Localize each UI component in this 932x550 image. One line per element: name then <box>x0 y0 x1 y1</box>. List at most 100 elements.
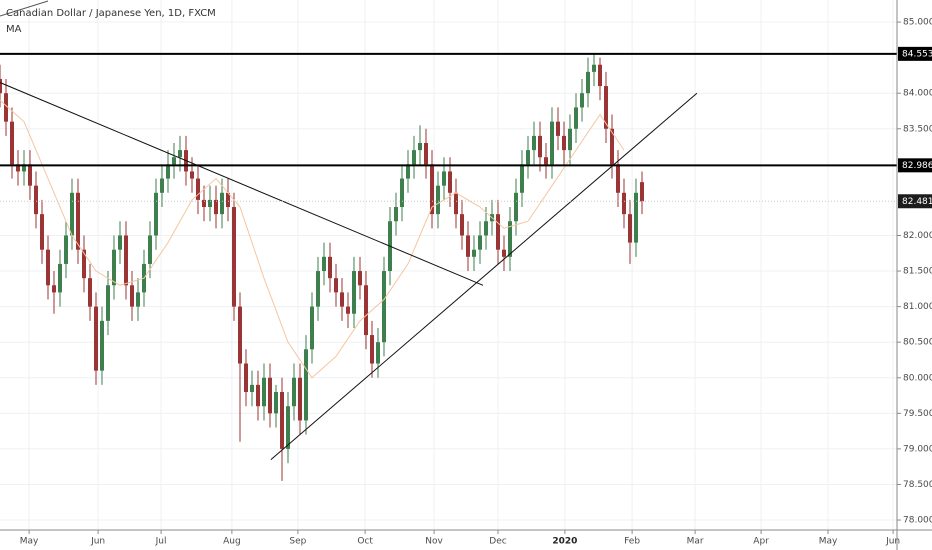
candle-body <box>190 171 194 179</box>
candle-body <box>520 164 524 193</box>
y-tick-label: 80.000 <box>903 373 932 383</box>
x-tick-label: 2020 <box>552 537 577 547</box>
candle-body <box>484 221 488 236</box>
candle-body <box>28 164 32 186</box>
price-scale: 85.000 84.000 83.500 82.000 81.500 81.000 80.5… <box>20 18 932 547</box>
y-tick-label: 84.000 <box>903 89 932 99</box>
candle-body <box>304 349 308 421</box>
candle-body <box>574 107 578 129</box>
candle-body <box>424 142 428 165</box>
candle-body <box>634 192 638 243</box>
x-tick-label: Aug <box>223 537 241 547</box>
candle-body <box>322 256 326 272</box>
candle-body <box>442 171 446 186</box>
candle-body <box>124 235 128 286</box>
candle-body <box>568 128 572 151</box>
candle-body <box>82 249 86 279</box>
candle-body <box>310 306 314 350</box>
candle-body <box>400 178 404 208</box>
candle-body <box>0 78 2 94</box>
candle-body <box>628 214 632 243</box>
candle-body <box>256 384 260 407</box>
candle-body <box>382 271 386 343</box>
candle-body <box>508 221 512 257</box>
candle-body <box>436 185 440 215</box>
candle-body <box>538 135 542 158</box>
x-tick-label: Dec <box>489 537 506 547</box>
candle-body <box>64 235 68 264</box>
candle-body <box>178 150 182 158</box>
candle-body <box>370 335 374 364</box>
level-badge <box>898 158 932 173</box>
candle-body <box>160 178 164 193</box>
candle-body <box>226 192 230 208</box>
candle-body <box>496 214 500 250</box>
candle-body <box>94 306 98 371</box>
candle-body <box>16 164 20 172</box>
y-tick-label: 78.500 <box>903 480 932 490</box>
candle-body <box>238 306 242 364</box>
candle-body <box>250 384 254 392</box>
candle-body <box>106 285 110 321</box>
candle-body <box>10 121 14 165</box>
candle-body <box>454 192 458 215</box>
x-tick-label: Nov <box>425 537 443 547</box>
y-tick-label: 85.000 <box>903 18 932 28</box>
candle-body <box>526 150 530 165</box>
candle-body <box>478 235 482 250</box>
candle-body <box>232 207 236 307</box>
candle-body <box>532 135 536 151</box>
candle-body <box>4 93 8 122</box>
candle-body <box>88 278 92 307</box>
candle-body <box>100 320 104 371</box>
candle-body <box>52 285 56 293</box>
moving-average <box>0 99 625 379</box>
candle-body <box>166 164 170 179</box>
candle-body <box>598 64 602 87</box>
candle-body <box>544 157 548 165</box>
candle-body <box>118 235 122 250</box>
x-tick-label: Mar <box>687 537 704 547</box>
candle-body <box>316 271 320 307</box>
candle-body <box>334 278 338 293</box>
candle-body <box>358 271 362 286</box>
candle-body <box>340 292 344 307</box>
candle-body <box>460 214 464 236</box>
candle-body <box>58 263 62 293</box>
candle-body <box>298 377 302 421</box>
last-price-badge <box>898 194 932 209</box>
x-tick-label: May <box>819 537 838 547</box>
candle-body <box>472 249 476 257</box>
candle-body <box>46 249 50 286</box>
grid <box>0 0 897 530</box>
candle-body <box>280 391 284 449</box>
candle-body <box>202 199 206 208</box>
y-tick-label: 81.500 <box>903 267 932 277</box>
candle-body <box>70 192 74 236</box>
candle-body <box>112 249 116 286</box>
candle-body <box>196 178 200 200</box>
candle-body <box>556 121 560 136</box>
candle-body <box>274 391 278 414</box>
candle-body <box>244 363 248 392</box>
x-tick-label: Jun <box>90 537 105 547</box>
candle-body <box>34 185 38 215</box>
candle-body <box>262 377 266 407</box>
y-tick-label: 80.500 <box>903 338 932 348</box>
candle-body <box>640 182 644 202</box>
level-label: 82.986 <box>902 161 932 171</box>
candle-body <box>328 256 332 279</box>
candle-body <box>622 192 626 215</box>
candle-body <box>136 292 140 307</box>
candle-body <box>418 142 422 151</box>
candle-body <box>376 342 380 364</box>
candle-body <box>448 171 452 193</box>
candle-body <box>268 377 272 414</box>
candle-body <box>208 199 212 208</box>
indicator-label: MA <box>6 24 22 35</box>
level-label: 84.553 <box>902 49 932 59</box>
candle-body <box>610 128 614 165</box>
candle-body <box>604 86 608 129</box>
candle-body <box>580 93 584 108</box>
